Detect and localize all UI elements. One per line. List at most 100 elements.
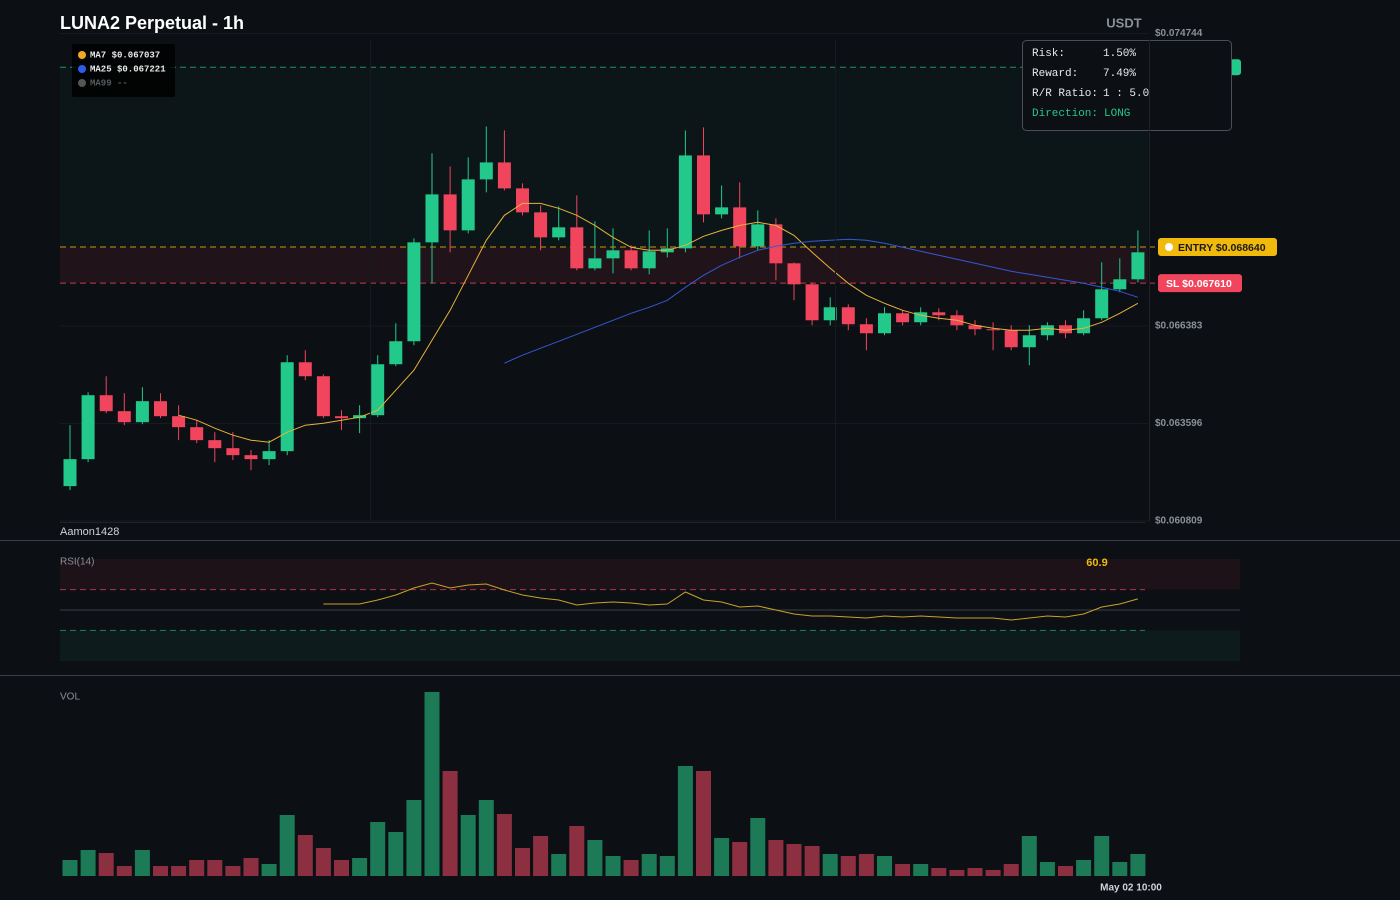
candle-body: [534, 212, 548, 238]
candle-body: [298, 362, 312, 377]
y-tick-label: $0.066383: [1155, 321, 1203, 332]
volume-bar: [732, 842, 748, 876]
candle-body: [1004, 330, 1018, 348]
stop-loss-label: SL $0.067610: [1166, 278, 1232, 290]
volume-bar: [406, 800, 422, 876]
candle-body: [787, 263, 801, 285]
candle-body: [497, 162, 511, 189]
candle-body: [715, 207, 729, 215]
volume-bar: [949, 870, 965, 876]
info-value: 1 : 5.0: [1103, 88, 1149, 100]
candle-body: [1077, 318, 1091, 334]
volume-bar: [496, 814, 512, 876]
candle-body: [968, 325, 982, 330]
candle-body: [172, 416, 186, 428]
volume-bar: [677, 766, 693, 876]
volume-bar: [931, 868, 947, 876]
reward-zone: [60, 67, 1148, 248]
candle-body: [117, 411, 131, 423]
candle-body: [154, 401, 167, 417]
candle-body: [425, 194, 439, 243]
candle-body: [841, 307, 855, 325]
volume-bar: [985, 870, 1001, 876]
moving-average-line: [504, 238, 1139, 364]
rsi-oversold-zone: [60, 630, 1240, 661]
volume-bar: [171, 866, 187, 876]
volume-bar: [279, 815, 295, 876]
volume-bar: [768, 840, 784, 876]
candle-body: [751, 224, 765, 247]
candle-body: [389, 341, 403, 365]
info-label: Direction:: [1032, 108, 1098, 120]
candle-body: [1059, 325, 1072, 334]
legend-swatch: [78, 65, 86, 73]
legend-label: MA7 $0.067037: [90, 50, 160, 60]
volume-bar: [98, 853, 114, 876]
volume-bar: [858, 854, 874, 876]
candle-body: [1022, 335, 1036, 348]
volume-bar: [153, 866, 168, 876]
candle-body: [63, 459, 77, 487]
volume-bar: [1112, 862, 1128, 876]
candle-body: [280, 362, 294, 452]
volume-bar: [424, 692, 440, 876]
candle-body: [371, 364, 385, 416]
volume-bar: [1076, 860, 1092, 876]
y-tick-label: $0.063596: [1155, 418, 1203, 429]
volume-bar: [442, 771, 458, 876]
volume-bar: [587, 840, 603, 876]
chart-title: LUNA2 Perpetual - 1h: [60, 13, 244, 33]
volume-bar: [1094, 836, 1110, 876]
candle-body: [552, 227, 566, 238]
volume-bar: [714, 838, 730, 876]
rsi-title: RSI(14): [60, 557, 94, 568]
volume-bar: [478, 800, 494, 876]
candle-body: [570, 227, 584, 269]
volume-bar: [641, 854, 657, 876]
volume-bar: [877, 856, 892, 876]
volume-bar: [261, 864, 277, 876]
info-label: R/R Ratio:: [1032, 88, 1098, 100]
candle-body: [588, 258, 602, 269]
moving-average-line: [178, 202, 1139, 443]
candle-body: [99, 395, 113, 412]
entry-label: ENTRY $0.068640: [1178, 242, 1266, 254]
risk-zone: [60, 247, 1148, 284]
volume-bar: [460, 815, 476, 876]
volume-bar: [243, 858, 259, 876]
volume-bar: [895, 864, 911, 876]
volume-bar: [297, 835, 313, 876]
candle-body: [642, 251, 656, 269]
candle-body: [1095, 289, 1109, 319]
volume-bar: [551, 854, 567, 876]
volume-bar: [605, 856, 621, 876]
candle-body: [896, 313, 910, 323]
candle-body: [932, 312, 946, 316]
candle-body: [859, 324, 873, 334]
info-value: 7.49%: [1103, 68, 1136, 80]
quote-currency: USDT: [1106, 15, 1141, 30]
volume-bar: [370, 822, 386, 876]
volume-bar: [189, 860, 205, 876]
legend-swatch: [78, 51, 86, 59]
info-value: 1.50%: [1103, 48, 1136, 60]
volume-bar: [967, 868, 983, 876]
volume-bar: [533, 836, 549, 876]
volume-bar: [388, 832, 404, 876]
volume-bar: [225, 866, 241, 876]
y-tick-label: $0.060809: [1155, 516, 1203, 527]
candle-body: [1113, 279, 1127, 290]
candle-body: [986, 329, 1000, 331]
candle-body: [135, 401, 149, 423]
candle-body: [769, 224, 783, 264]
candle-body: [1040, 325, 1054, 336]
rsi-overbought-zone: [60, 559, 1240, 590]
volume-title: VOL: [60, 692, 80, 703]
candle-body: [479, 162, 493, 180]
volume-bar: [840, 856, 856, 876]
volume-bar: [515, 848, 530, 876]
candle-body: [407, 242, 421, 342]
volume-bar: [1130, 854, 1146, 876]
candle-body: [81, 395, 95, 460]
